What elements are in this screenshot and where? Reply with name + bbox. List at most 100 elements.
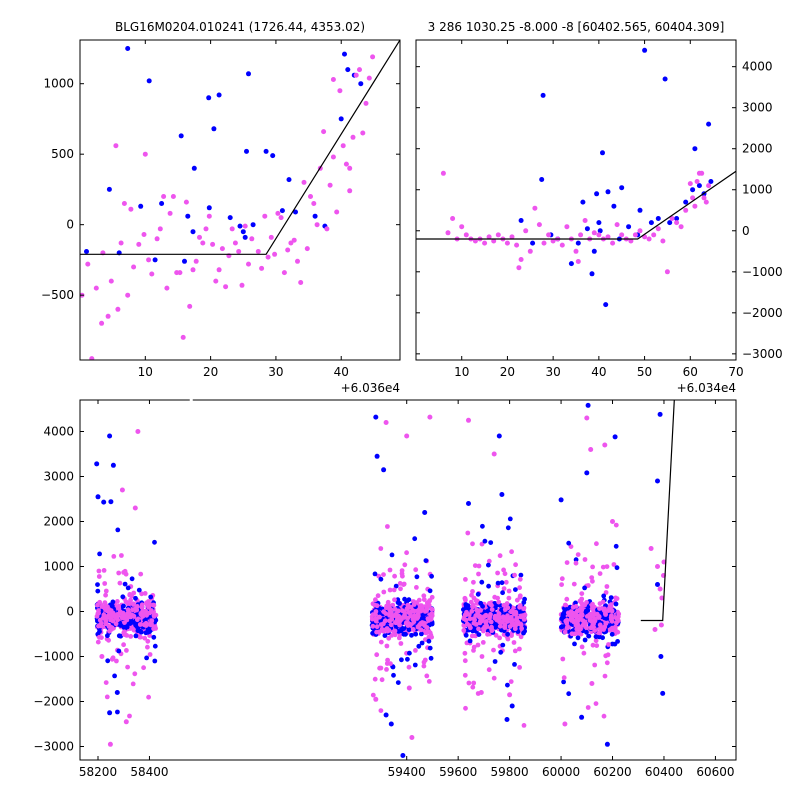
- data-point: [461, 628, 467, 633]
- data-point: [116, 570, 122, 576]
- data-point: [242, 223, 248, 229]
- data-point: [575, 240, 581, 246]
- data-point: [279, 208, 285, 214]
- data-point: [118, 623, 124, 628]
- data-point: [403, 631, 408, 637]
- data-point: [494, 617, 500, 623]
- data-point: [660, 238, 666, 244]
- data-point: [513, 617, 519, 623]
- data-point: [106, 186, 112, 192]
- data-point: [142, 151, 148, 157]
- data-point: [416, 643, 422, 649]
- data-point: [114, 690, 120, 695]
- data-point: [632, 232, 638, 238]
- data-point: [690, 195, 696, 201]
- data-point: [521, 630, 526, 636]
- x-tick-label: 20: [500, 365, 515, 379]
- data-point: [539, 177, 545, 182]
- data-point: [408, 604, 414, 610]
- data-point: [170, 194, 176, 199]
- data-point: [486, 667, 492, 673]
- data-point: [419, 603, 424, 608]
- data-point: [145, 644, 150, 650]
- data-point: [102, 600, 108, 605]
- data-point: [482, 538, 488, 544]
- data-point: [419, 631, 424, 637]
- data-point: [132, 505, 138, 511]
- data-point: [559, 582, 564, 587]
- data-point: [308, 194, 313, 199]
- data-point: [604, 741, 610, 747]
- data-point: [517, 646, 522, 652]
- data-point: [394, 617, 400, 623]
- data-point: [674, 220, 680, 226]
- data-point: [662, 76, 668, 82]
- data-point: [610, 519, 615, 524]
- data-point: [575, 259, 581, 264]
- data-point: [159, 201, 165, 206]
- data-point: [400, 753, 406, 758]
- data-point: [609, 631, 615, 637]
- data-point: [701, 195, 707, 201]
- data-point: [606, 642, 611, 647]
- data-point: [518, 634, 524, 640]
- data-point: [116, 648, 122, 654]
- data-point: [608, 615, 614, 620]
- data-point: [378, 576, 384, 582]
- data-point: [347, 188, 353, 194]
- data-point: [108, 499, 114, 505]
- data-point: [597, 606, 602, 611]
- data-point: [142, 635, 148, 641]
- data-point: [558, 497, 564, 503]
- data-point: [412, 662, 418, 668]
- data-point: [130, 619, 136, 625]
- data-point: [99, 654, 105, 659]
- data-point: [612, 434, 618, 440]
- data-point: [125, 607, 131, 613]
- data-point: [658, 622, 664, 628]
- data-point: [108, 278, 114, 284]
- data-point: [123, 719, 129, 725]
- y-tick-label: 1000: [742, 183, 773, 197]
- data-point: [678, 224, 684, 230]
- data-point: [469, 608, 475, 614]
- data-point: [518, 257, 524, 262]
- data-point: [374, 453, 380, 459]
- data-point: [389, 633, 394, 638]
- data-point: [497, 553, 503, 559]
- x-tick-label: 58400: [130, 765, 168, 779]
- data-point: [477, 613, 482, 619]
- data-point: [255, 249, 261, 254]
- data-point: [405, 622, 411, 628]
- y-tick-label: −3000: [742, 347, 783, 361]
- data-point: [239, 282, 245, 288]
- data-point: [142, 591, 148, 596]
- data-point: [502, 625, 508, 630]
- data-point: [132, 671, 138, 677]
- data-point: [585, 402, 591, 408]
- x-tick-label: 40: [591, 365, 606, 379]
- data-point: [183, 199, 189, 205]
- data-point: [372, 676, 378, 682]
- data-point: [462, 658, 468, 664]
- data-point: [415, 624, 421, 629]
- data-point: [469, 633, 475, 639]
- data-point: [384, 667, 389, 672]
- data-point: [180, 334, 186, 340]
- data-point: [424, 673, 430, 679]
- data-point: [275, 210, 281, 216]
- data-point: [381, 467, 387, 473]
- data-point: [285, 247, 291, 253]
- data-point: [375, 593, 381, 599]
- data-point: [370, 54, 376, 60]
- data-point: [124, 648, 129, 653]
- data-point: [573, 560, 579, 566]
- data-point: [445, 230, 451, 236]
- data-point: [259, 265, 265, 271]
- data-point: [270, 153, 276, 159]
- y-tick-label: 0: [66, 218, 74, 232]
- data-point: [523, 228, 529, 234]
- data-point: [467, 623, 472, 629]
- x-tick-label: 59800: [491, 765, 529, 779]
- y-tick-label: 0: [66, 605, 74, 619]
